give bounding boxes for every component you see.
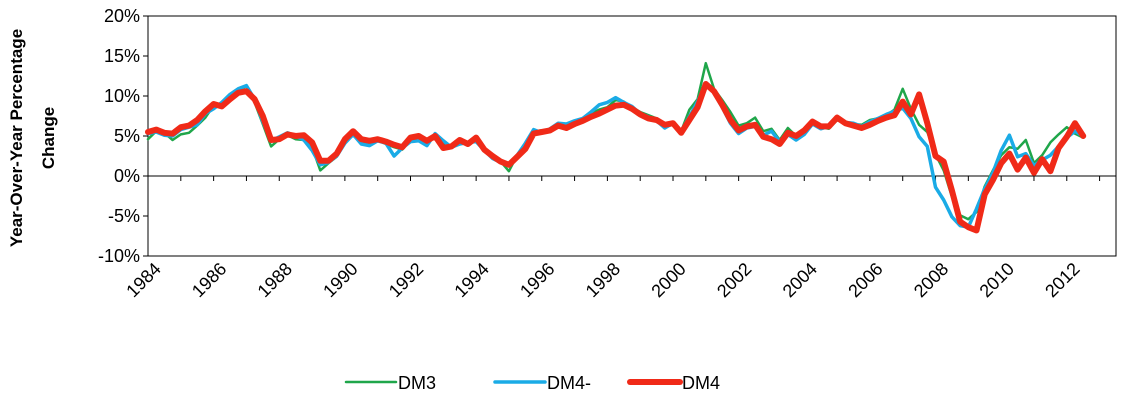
- y-tick-label: 10%: [104, 86, 140, 106]
- x-tick-label: 2010: [976, 259, 1018, 301]
- x-tick-label: 1992: [385, 259, 427, 301]
- y-tick-label: 0%: [114, 166, 140, 186]
- x-tick-label: 2002: [713, 259, 755, 301]
- x-tick-label: 1986: [188, 259, 230, 301]
- y-tick-label: 5%: [114, 126, 140, 146]
- x-tick-label: 1988: [254, 259, 296, 301]
- x-tick-label: 1990: [319, 259, 361, 301]
- x-tick-labels: 1984 1986 1988 1990 1992 1994 1996 1998 2000 2002…: [122, 259, 1083, 301]
- y-tick-label: 20%: [104, 6, 140, 26]
- series-line-dm4: [145, 81, 1087, 234]
- axes: [143, 15, 1117, 257]
- legend-label: DM4: [682, 373, 720, 393]
- y-axis-title-line2: Change: [39, 107, 58, 169]
- x-tick-label: 2004: [779, 259, 821, 301]
- x-tick-label: 1998: [582, 259, 624, 301]
- y-tick-label: -5%: [108, 206, 140, 226]
- y-tick-label: 15%: [104, 46, 140, 66]
- y-tick-labels: -10% -5% 0% 5% 10% 15% 20%: [98, 6, 140, 266]
- x-tick-label: 1994: [451, 259, 493, 301]
- x-tick-label: 1996: [516, 259, 558, 301]
- x-tick-label: 2006: [844, 259, 886, 301]
- legend: DM3 DM4- DM4: [344, 373, 720, 393]
- series-lines: [145, 61, 1087, 234]
- x-tick-label: 2000: [647, 259, 689, 301]
- series-line-dm4: [146, 81, 1085, 229]
- legend-label: DM4-: [547, 373, 591, 393]
- y-axis-title-line1: Year-Over-Year Percentage: [7, 29, 26, 247]
- x-tick-label: 2012: [1041, 259, 1083, 301]
- y-tick-label: -10%: [98, 246, 140, 266]
- legend-label: DM3: [398, 373, 436, 393]
- x-tick-label: 2008: [910, 259, 952, 301]
